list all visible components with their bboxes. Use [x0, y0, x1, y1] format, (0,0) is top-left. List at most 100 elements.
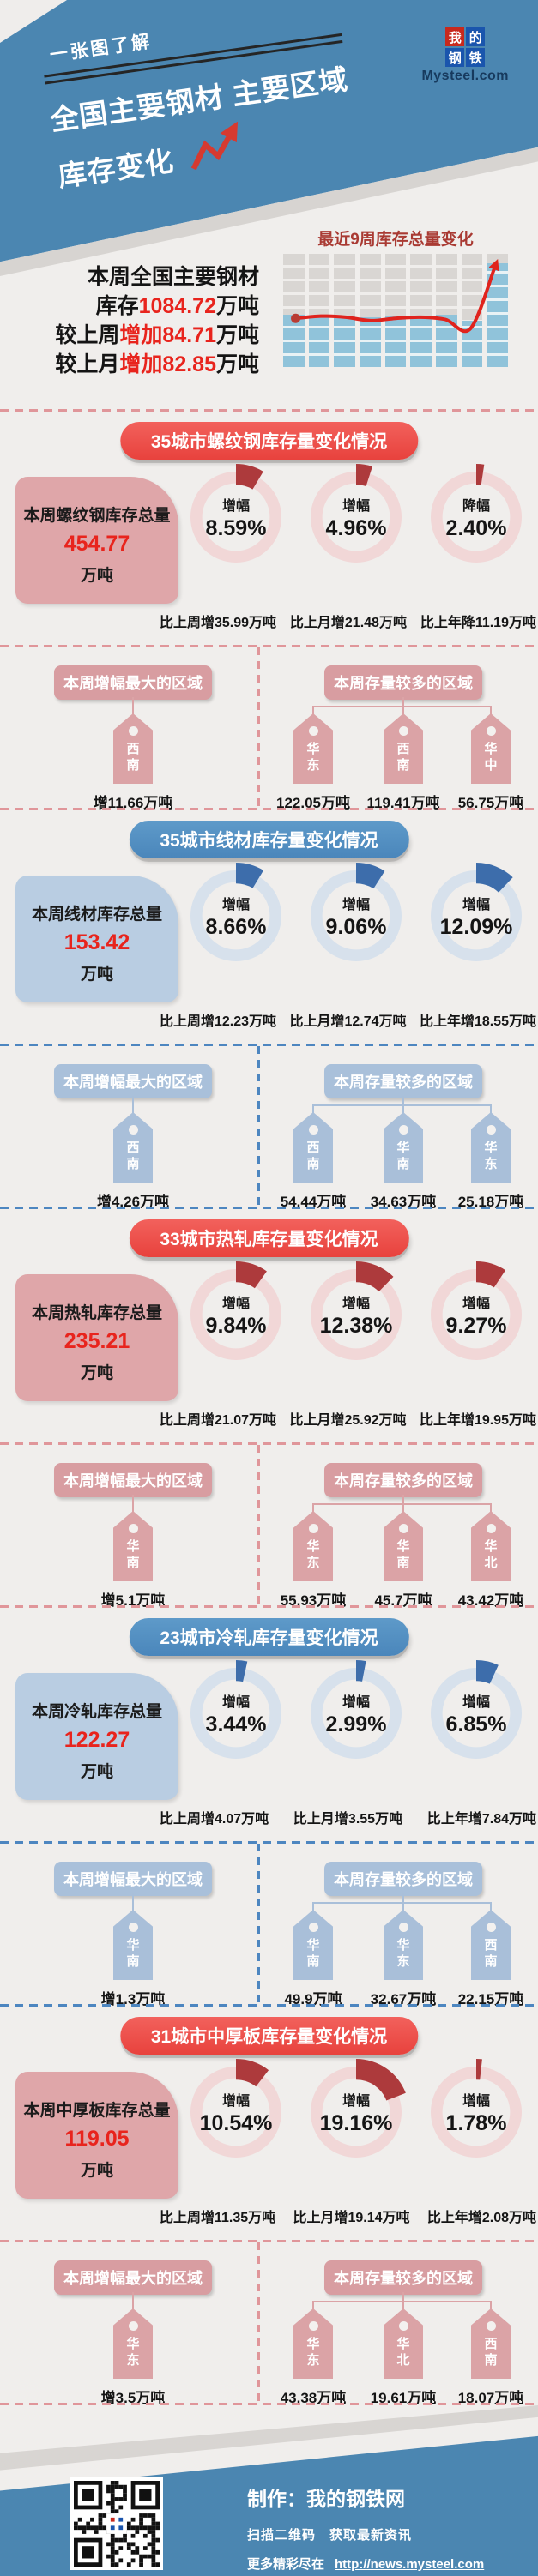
- trend-bar: [283, 315, 305, 367]
- tag-hole-icon: [308, 726, 318, 736]
- connector-line: [402, 2292, 404, 2302]
- total-inventory-box: 本周热轧库存总量 235.21 万吨: [15, 1274, 178, 1401]
- connector-line: [312, 1503, 492, 1505]
- max-region-value: 增5.1万吨: [100, 1592, 166, 1609]
- region-tag-top1: 华南: [293, 1910, 333, 1980]
- top-region-value: 43.38万吨: [280, 2390, 347, 2406]
- region-tag-top3: 华北: [471, 1511, 511, 1581]
- mid-separator: [0, 1044, 538, 1046]
- gauge-vs-month: 增幅 12.38%: [302, 1261, 410, 1369]
- hero-separator: [0, 409, 538, 412]
- connector-line: [312, 706, 314, 714]
- total-value: 454.77: [63, 532, 130, 556]
- top-regions-title: 本周存量较多的区域: [324, 1463, 482, 1497]
- total-inventory-box: 本周螺纹钢库存总量 454.77 万吨: [15, 477, 178, 604]
- tag-hole-icon: [308, 1923, 318, 1932]
- summary-text: 较上月: [55, 352, 120, 376]
- weekly-summary: 本周全国主要钢材 库存1084.72万吨 较上周增加84.71万吨 较上月增加8…: [24, 262, 259, 379]
- tag-hole-icon: [128, 2321, 138, 2331]
- section-banner-label: 31城市中厚板库存量变化情况: [150, 2027, 388, 2047]
- compare-vs-year: 比上年降11.19万吨: [420, 616, 536, 630]
- gauge-label: 增幅: [462, 2093, 490, 2109]
- top-region-value: 43.42万吨: [457, 1592, 524, 1609]
- top-region-value: 22.15万吨: [457, 1991, 524, 2007]
- gauge-label: 增幅: [462, 897, 490, 912]
- footer-more-row: 更多精彩尽在 http://news.mysteel.com: [247, 2555, 484, 2573]
- logo-tile: 我: [445, 27, 465, 46]
- section-banner-label: 33城市热轧库存量变化情况: [160, 1230, 378, 1249]
- trend-bars: [283, 254, 509, 367]
- total-label: 本周螺纹钢库存总量: [23, 507, 171, 525]
- gauge-vs-year: 增幅 9.27%: [422, 1261, 530, 1369]
- region-name: 华东: [484, 1141, 498, 1171]
- donut-gauge-icon: [430, 1261, 523, 1361]
- gauge-label: 增幅: [342, 498, 370, 514]
- gauge-vs-week: 增幅 9.84%: [182, 1261, 290, 1369]
- compare-vs-week: 比上周增4.07万吨: [160, 1812, 269, 1827]
- max-region-value: 增1.3万吨: [100, 1991, 166, 2007]
- top-region-value: 119.41万吨: [366, 795, 440, 811]
- logo-tile: 的: [466, 27, 486, 46]
- gauge-percent: 3.44%: [205, 1712, 267, 1736]
- tag-hole-icon: [398, 2321, 408, 2331]
- max-region-value: 增11.66万吨: [93, 795, 173, 811]
- gauge-row: 增幅 8.66% 增幅 9.06%: [176, 862, 536, 970]
- summary-line: 本周全国主要钢材: [24, 262, 259, 292]
- compare-vs-year: 比上年增19.95万吨: [419, 1413, 536, 1428]
- total-unit: 万吨: [80, 1364, 113, 1382]
- hero-header: 一张图了解 全国主要钢材 主要区域 库存变化 我 的: [0, 0, 538, 409]
- gauge-text: 增幅 19.16%: [302, 2058, 410, 2166]
- gauge-vs-month: 增幅 2.99%: [302, 1659, 410, 1767]
- region-tag-top3: 华中: [471, 713, 511, 784]
- gauge-text: 增幅 4.96%: [302, 463, 410, 571]
- logo-wordmark: Mysteel.com: [421, 69, 509, 83]
- compare-vs-week: 比上周增11.35万吨: [160, 2211, 276, 2225]
- region-name: 华北: [396, 2337, 410, 2368]
- donut-gauge-icon: [310, 464, 402, 563]
- gauge-row: 增幅 3.44% 增幅 2.99%: [176, 1659, 536, 1767]
- total-label: 本周热轧库存总量: [31, 1304, 162, 1322]
- region-tag-top3: 西南: [471, 1910, 511, 1980]
- gauge-label: 增幅: [462, 1296, 490, 1311]
- gauge-label: 增幅: [221, 1694, 250, 1710]
- donut-gauge-icon: [430, 464, 523, 563]
- region-tag-top1: 华东: [293, 2308, 333, 2379]
- compare-vs-week: 比上周增12.23万吨: [160, 1014, 277, 1029]
- tag-hole-icon: [486, 726, 496, 736]
- max-region-title: 本周增幅最大的区域: [54, 665, 212, 700]
- gauge-percent: 2.99%: [325, 1712, 387, 1736]
- section-banner-label: 23城市冷轧库存量变化情况: [160, 1628, 378, 1648]
- qr-code: [70, 2477, 163, 2570]
- top-regions-title: 本周存量较多的区域: [324, 1862, 482, 1896]
- gauge-label: 增幅: [342, 1296, 370, 1311]
- top-region-value: 25.18万吨: [457, 1194, 524, 1210]
- footer-url-link[interactable]: http://news.mysteel.com: [335, 2557, 485, 2572]
- region-tag-top3: 华东: [471, 1112, 511, 1183]
- region-tag-top2: 华北: [384, 2308, 423, 2379]
- comparison-row: 比上周增35.99万吨 比上月增21.48万吨 比上年降11.19万吨: [160, 611, 536, 631]
- total-value: 119.05: [64, 2127, 130, 2151]
- footer-scan-hint: 扫描二维码 获取最新资讯: [247, 2528, 413, 2543]
- max-region-title: 本周增幅最大的区域: [54, 2260, 212, 2295]
- compare-vs-month: 比上月增19.14万吨: [293, 2211, 410, 2225]
- top-region-value: 56.75万吨: [457, 795, 524, 811]
- compare-vs-year: 比上年增18.55万吨: [419, 1014, 536, 1029]
- connector-line: [402, 1096, 404, 1105]
- connector-line: [312, 1104, 314, 1113]
- tag-hole-icon: [398, 1524, 408, 1533]
- trend-line-overlay: [291, 259, 499, 334]
- region-name: 西南: [126, 1141, 140, 1171]
- compare-vs-year: 比上年增7.84万吨: [426, 1812, 536, 1827]
- trend-bar: [334, 316, 356, 367]
- region-tag-top2: 华南: [384, 1511, 423, 1581]
- total-unit: 万吨: [80, 2162, 113, 2180]
- max-region-title: 本周增幅最大的区域: [54, 1064, 212, 1098]
- tag-hole-icon: [486, 2321, 496, 2331]
- footer-made-by: 制作：我的钢铁网: [247, 2488, 405, 2510]
- top-regions-title: 本周存量较多的区域: [324, 1064, 482, 1098]
- comparison-row: 比上周增11.35万吨 比上月增19.14万吨 比上年增2.08万吨: [160, 2206, 536, 2226]
- gauge-vs-year: 降幅 2.40%: [422, 463, 530, 571]
- top-regions-title: 本周存量较多的区域: [324, 2260, 482, 2295]
- region-name: 西南: [484, 1938, 498, 1969]
